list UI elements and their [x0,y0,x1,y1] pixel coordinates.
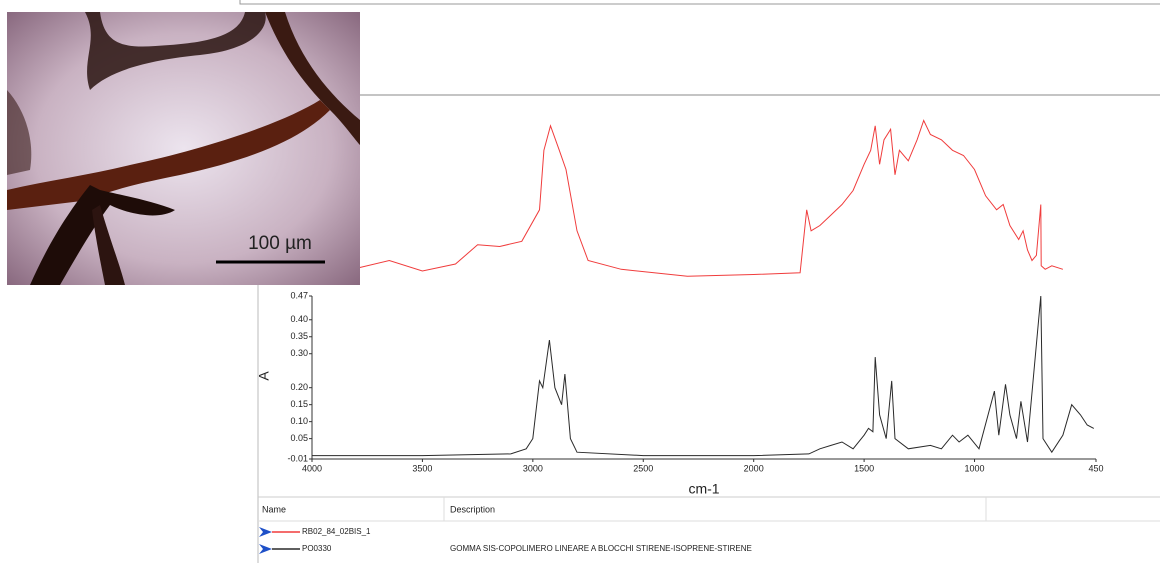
column-header[interactable]: Name [262,504,286,514]
y-tick-label: 0.35 [290,331,308,341]
row-icon[interactable] [259,544,272,554]
y-tick-label: -0.01 [287,453,308,463]
legend-name[interactable]: PO0330 [302,544,332,553]
y-tick-label: 0.05 [290,433,308,443]
x-tick-label: 1000 [965,463,985,473]
legend-name[interactable]: RB02_84_02BIS_1 [302,527,371,536]
scale-bar-label: 100 µm [248,233,312,254]
micrograph: 100 µm [7,12,360,285]
y-tick-label: 0.10 [290,416,308,426]
x-tick-label: 3000 [523,463,543,473]
y-tick-label: 0.47 [290,290,308,300]
spectrum-line [360,121,1063,277]
row-icon[interactable] [259,527,272,537]
y-tick-label: 0.40 [290,314,308,324]
y-tick-label: 0.30 [290,348,308,358]
x-tick-label: 450 [1088,463,1103,473]
x-tick-label: 2000 [744,463,764,473]
frame-border [240,0,1160,4]
x-tick-label: 2500 [633,463,653,473]
x-tick-label: 1500 [854,463,874,473]
legend-description: GOMMA SIS-COPOLIMERO LINEARE A BLOCCHI S… [450,544,752,553]
x-tick-label: 3500 [412,463,432,473]
plots: -0.01 0.05 0.10 0.15 0.20 0.30 0.35 0.40 0.47 400… [256,121,1104,497]
y-tick-label: 0.20 [290,382,308,392]
column-header[interactable]: Description [450,504,495,514]
y-axis-label: A [256,371,272,381]
x-axis-label: cm-1 [688,481,719,497]
y-tick-label: 0.15 [290,399,308,409]
legend-table: Name Description RB02_84_02BIS_1 PO0330 GO… [258,497,1160,554]
x-tick-label: 4000 [302,463,322,473]
screenshot: -0.01 0.05 0.10 0.15 0.20 0.30 0.35 0.40 0.47 400… [0,0,1160,563]
spectrum-line [312,296,1094,456]
